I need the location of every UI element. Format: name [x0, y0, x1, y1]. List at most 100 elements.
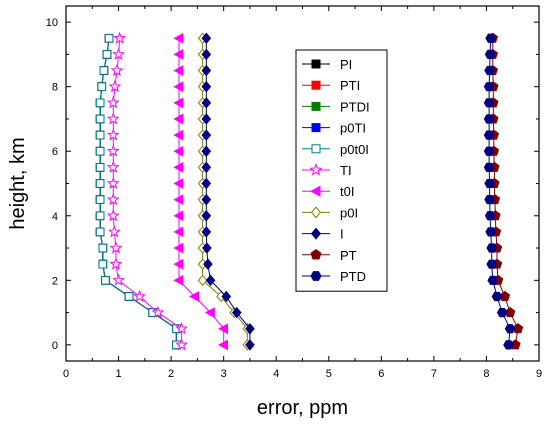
legend-label: PTDI	[340, 99, 370, 114]
x-tick-label: 7	[431, 368, 437, 380]
data-point-i	[201, 193, 212, 206]
data-point-ptd	[484, 211, 496, 221]
legend-label: p0TI	[340, 121, 366, 136]
data-point-t0i	[173, 274, 184, 286]
data-point-p0t0i	[99, 66, 109, 75]
data-point-t0i	[173, 178, 184, 189]
data-point-ti	[106, 209, 120, 222]
series-ptd	[483, 33, 516, 350]
data-point-p0t0i	[95, 130, 105, 140]
data-point-i	[221, 290, 232, 303]
data-point-p0t0i	[104, 33, 114, 43]
data-point-i	[201, 145, 212, 157]
data-point-i	[201, 161, 212, 174]
data-point-ptd	[485, 33, 496, 43]
data-point-p0t0i	[101, 276, 110, 285]
y-tick-label: 10	[46, 17, 58, 29]
data-point-p0t0i	[102, 50, 112, 59]
data-point-t0i	[218, 339, 228, 351]
data-point-ti	[112, 47, 125, 60]
data-point-ti	[106, 96, 120, 109]
data-point-t0i	[173, 194, 184, 206]
legend-label: p0I	[340, 205, 358, 220]
legend-label: I	[340, 227, 344, 242]
data-point-i	[201, 97, 212, 109]
data-point-p0t0i	[95, 195, 105, 204]
series-p0ti	[95, 33, 181, 350]
plot-area	[95, 31, 524, 351]
data-point-ptd	[483, 130, 495, 140]
y-tick-label: 8	[52, 82, 58, 94]
data-point-t0i	[218, 323, 228, 335]
data-point-ti	[108, 79, 122, 93]
data-point-p0t0i	[124, 292, 134, 301]
legend-marker-ptd	[310, 271, 322, 281]
legend-marker-t0i	[310, 185, 321, 197]
data-point-i	[245, 323, 255, 335]
series-line-ti	[112, 38, 183, 345]
legend: PI PTI PTDI p0TI p0t0I TI t0I p0I I PT PTD	[295, 49, 388, 292]
legend-label: TI	[340, 163, 352, 178]
x-tick-label: 2	[168, 368, 174, 380]
data-point-t0i	[189, 291, 200, 302]
data-point-t0i	[173, 226, 184, 238]
x-tick-label: 3	[221, 368, 227, 380]
data-point-ptd	[483, 82, 495, 92]
series-pi	[95, 33, 181, 350]
data-point-t0i	[173, 129, 184, 141]
data-point-ptd	[484, 178, 495, 189]
y-axis-title: height, km	[7, 137, 29, 229]
data-point-p0i	[197, 274, 208, 287]
legend-marker-ti	[309, 163, 323, 176]
data-point-i	[201, 64, 212, 77]
data-point-p0t0i	[95, 114, 105, 124]
data-point-t0i	[173, 32, 184, 44]
legend-label: PT	[340, 248, 357, 263]
data-point-i	[201, 32, 212, 44]
data-point-ptd	[496, 307, 508, 318]
legend-item-p0i: p0I	[302, 205, 358, 220]
data-point-ti	[109, 241, 123, 254]
data-point-i	[231, 306, 242, 319]
legend-item-t0i: t0I	[302, 184, 354, 199]
data-point-ti	[106, 144, 120, 157]
data-point-ptd	[483, 98, 495, 108]
legend-item-p0ti: p0TI	[302, 121, 366, 136]
legend-item-i: I	[302, 227, 344, 242]
data-point-ptd	[484, 65, 495, 76]
series-pti	[95, 33, 181, 350]
legend-item-ptd: PTD	[302, 269, 366, 284]
data-point-i	[245, 339, 255, 351]
data-point-ptd	[485, 227, 496, 237]
data-point-ti	[106, 112, 120, 125]
x-tick-label: 8	[483, 368, 489, 380]
data-point-ptd	[486, 243, 498, 253]
data-point-ti	[175, 338, 189, 351]
data-point-ptd	[483, 146, 495, 156]
data-point-ti	[106, 176, 120, 189]
legend-label: PTD	[340, 269, 366, 284]
legend-label: PTI	[340, 78, 360, 93]
data-point-t0i	[173, 97, 184, 109]
data-point-t0i	[173, 145, 184, 157]
data-point-ti	[175, 322, 189, 335]
x-tick-label: 0	[63, 368, 69, 380]
data-point-p0t0i	[95, 146, 105, 156]
legend-item-pt: PT	[302, 248, 357, 263]
data-point-ti	[106, 128, 120, 141]
data-point-ptd	[483, 114, 495, 124]
data-point-p0t0i	[95, 98, 105, 108]
data-point-ptd	[484, 49, 496, 60]
series-t0i	[173, 32, 228, 351]
data-point-p0t0i	[95, 179, 105, 188]
series-p0t0i	[95, 33, 181, 350]
data-point-t0i	[173, 65, 184, 76]
data-point-ti	[107, 225, 121, 238]
y-tick-label: 6	[52, 146, 58, 158]
data-point-ptd	[491, 291, 503, 302]
data-point-i	[201, 80, 212, 93]
data-point-i	[201, 113, 212, 125]
data-point-ti	[109, 257, 123, 270]
data-point-ti	[151, 305, 165, 319]
data-point-p0t0i	[97, 82, 107, 91]
